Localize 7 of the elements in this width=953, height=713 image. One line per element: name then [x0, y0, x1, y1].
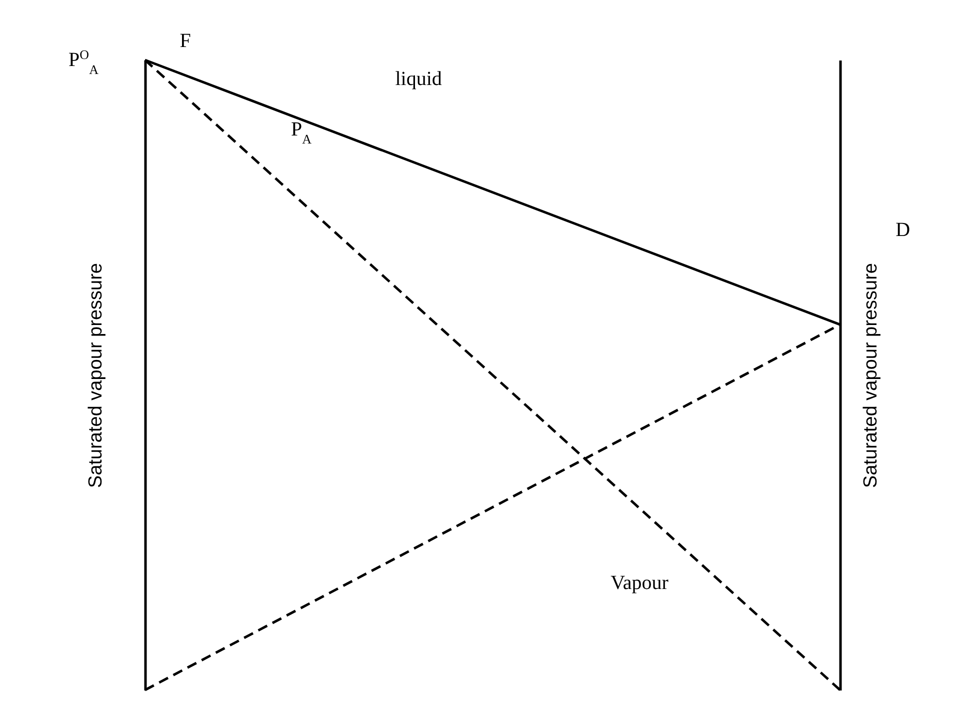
annotation: D [896, 219, 910, 242]
annotation: liquid [395, 68, 442, 90]
text: F [180, 30, 191, 52]
y2-axis-title: Saturated vapour pressure [860, 263, 882, 488]
y-axis-title: Saturated vapour pressure [86, 263, 106, 488]
annotation: Vapour [610, 572, 669, 594]
annotation: P$_{A}$ [290, 118, 312, 146]
